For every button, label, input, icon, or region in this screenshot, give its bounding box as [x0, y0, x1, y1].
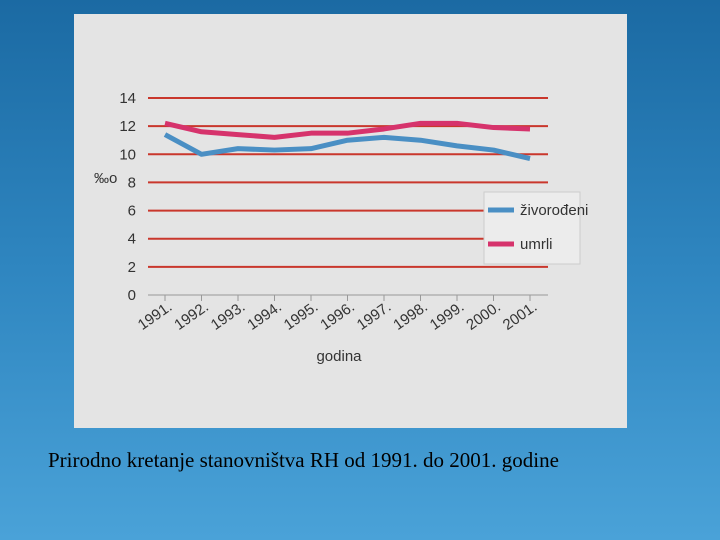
- series-line: [164, 120, 531, 140]
- y-tick-label: 2: [128, 259, 136, 276]
- x-tick-label: 2001.: [500, 298, 541, 333]
- caption: Prirodno kretanje stanovništva RH od 199…: [48, 448, 559, 472]
- x-tick-label: 1996.: [317, 298, 358, 333]
- x-tick-label: 1992.: [171, 298, 212, 333]
- legend-label: umrli: [520, 236, 553, 253]
- x-tick-label: 2000.: [463, 298, 504, 333]
- y-tick-label: 6: [128, 203, 136, 220]
- y-tick-label: 12: [119, 118, 136, 135]
- y-axis-label: ‰o: [94, 170, 117, 187]
- x-tick-label: 1994.: [244, 298, 285, 333]
- y-tick-label: 10: [119, 146, 136, 163]
- y-tick-label: 4: [128, 231, 136, 248]
- x-tick-label: 1995.: [281, 298, 322, 333]
- series-line: [163, 132, 531, 161]
- x-tick-label: 1997.: [354, 298, 395, 333]
- y-tick-label: 8: [128, 174, 136, 191]
- legend-box: [483, 191, 581, 265]
- x-tick-label: 1991.: [135, 298, 176, 333]
- chart: 02468101214‰o1991.1992.1993.1994.1995.19…: [94, 90, 588, 365]
- y-tick-label: 14: [119, 90, 136, 107]
- legend-label: živorođeni: [520, 202, 588, 219]
- y-tick-label: 0: [128, 287, 136, 304]
- x-axis-label: godina: [316, 348, 362, 365]
- x-tick-label: 1999.: [427, 298, 468, 333]
- chart-image: 0 2 4 6 8 10 12 14 ‰o 1991. 1992. 1993. 1994. 1995. 19…: [74, 14, 627, 428]
- x-tick-label: 1993.: [208, 298, 249, 333]
- x-tick-label: 1998.: [390, 298, 431, 333]
